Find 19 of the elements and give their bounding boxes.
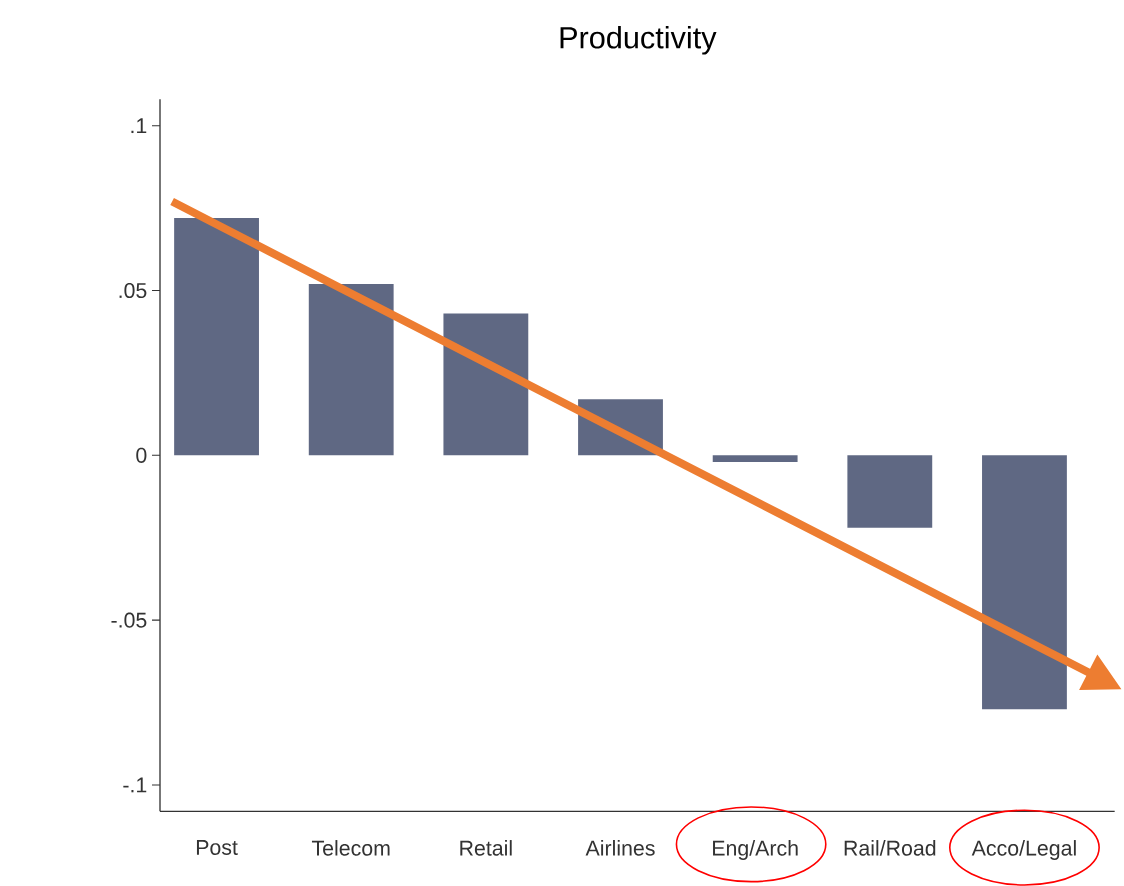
bar [308, 283, 394, 456]
y-tick-label: -.1 [123, 777, 147, 793]
x-tick-label: Airlines [585, 840, 655, 856]
y-tick-label: -.05 [111, 612, 147, 628]
x-tick-label: Post [196, 840, 238, 855]
y-tick-label: .05 [119, 282, 147, 299]
y-tick-label: 0 [136, 447, 147, 463]
y-tick-label: .1 [131, 118, 147, 134]
chart-title: Productivity [560, 26, 717, 55]
x-tick-label: Telecom [311, 840, 390, 856]
x-tick-label: Eng/Arch [713, 840, 798, 860]
x-tick-label: Acco/Legal [971, 840, 1076, 860]
bar [982, 455, 1067, 710]
bar [712, 455, 798, 462]
bar [847, 455, 933, 528]
bar [443, 313, 529, 456]
x-tick-label: Rail/Road [844, 840, 936, 856]
bar [174, 218, 259, 456]
x-tick-label: Retail [460, 840, 512, 856]
